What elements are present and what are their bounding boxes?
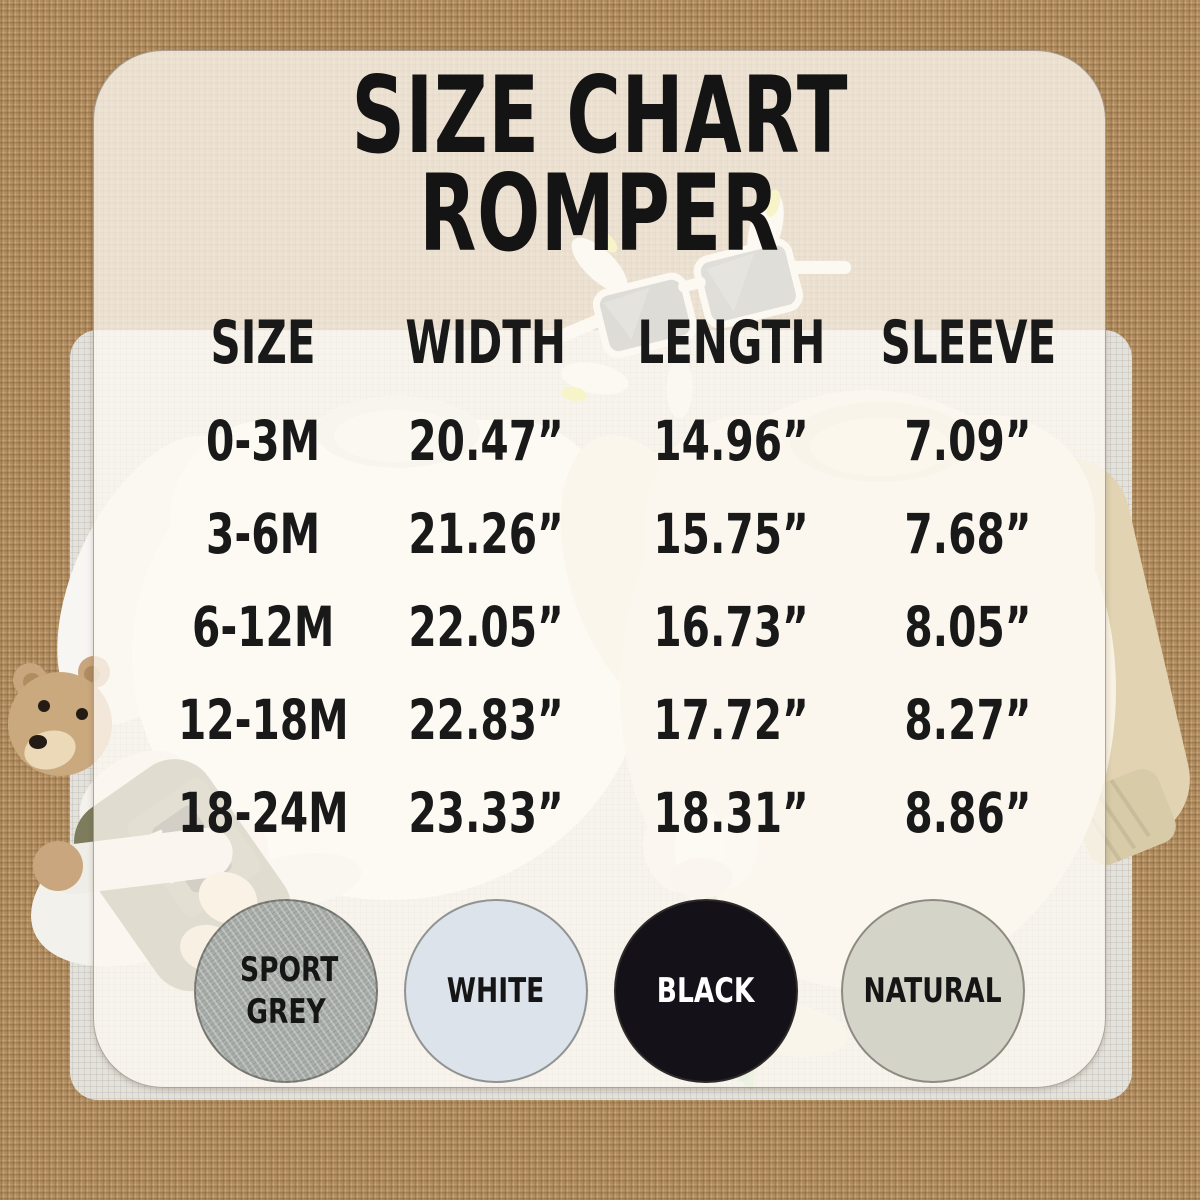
column-header-sleeve: SLEEVE <box>880 308 1056 378</box>
row-sleeve: 8.05” <box>904 594 1032 659</box>
row-size: 12-18M <box>177 687 349 752</box>
column-header-width: WIDTH <box>405 308 567 378</box>
row-width: 21.26” <box>408 501 564 566</box>
swatch-label: SPORT GREY <box>239 949 339 1033</box>
size-table: SIZE WIDTH LENGTH SLEEVE 0-3M 20.47” 14.… <box>131 301 1091 859</box>
row-width: 20.47” <box>408 408 564 473</box>
row-length: 16.73” <box>653 594 809 659</box>
swatch-label: NATURAL <box>863 970 1003 1011</box>
row-size: 18-24M <box>177 780 349 845</box>
color-swatch-white: WHITE <box>404 899 588 1083</box>
row-size: 6-12M <box>191 594 335 659</box>
color-swatch-sport-grey: SPORT GREY <box>194 899 378 1083</box>
row-length: 18.31” <box>653 780 809 845</box>
column-header-size: SIZE <box>210 308 316 378</box>
color-swatch-natural: NATURAL <box>841 899 1025 1083</box>
row-size: 3-6M <box>205 501 321 566</box>
title-line-2: ROMPER <box>419 152 780 275</box>
swatch-label: BLACK <box>657 970 755 1011</box>
row-sleeve: 7.68” <box>904 501 1032 566</box>
swatch-label: WHITE <box>447 970 545 1011</box>
size-chart-panel: SIZE CHART ROMPER SIZE WIDTH LENGTH SLEE… <box>93 50 1106 1088</box>
color-swatch-black: BLACK <box>614 899 798 1083</box>
row-width: 22.05” <box>408 594 564 659</box>
column-header-length: LENGTH <box>636 308 826 378</box>
row-length: 14.96” <box>653 408 809 473</box>
row-sleeve: 8.86” <box>904 780 1032 845</box>
row-sleeve: 8.27” <box>904 687 1032 752</box>
page-title: SIZE CHART ROMPER <box>94 54 1105 275</box>
row-size: 0-3M <box>205 408 321 473</box>
title-line-1: SIZE CHART <box>351 54 848 177</box>
row-width: 23.33” <box>408 780 564 845</box>
row-length: 17.72” <box>653 687 809 752</box>
row-length: 15.75” <box>653 501 809 566</box>
row-width: 22.83” <box>408 687 564 752</box>
row-sleeve: 7.09” <box>904 408 1032 473</box>
